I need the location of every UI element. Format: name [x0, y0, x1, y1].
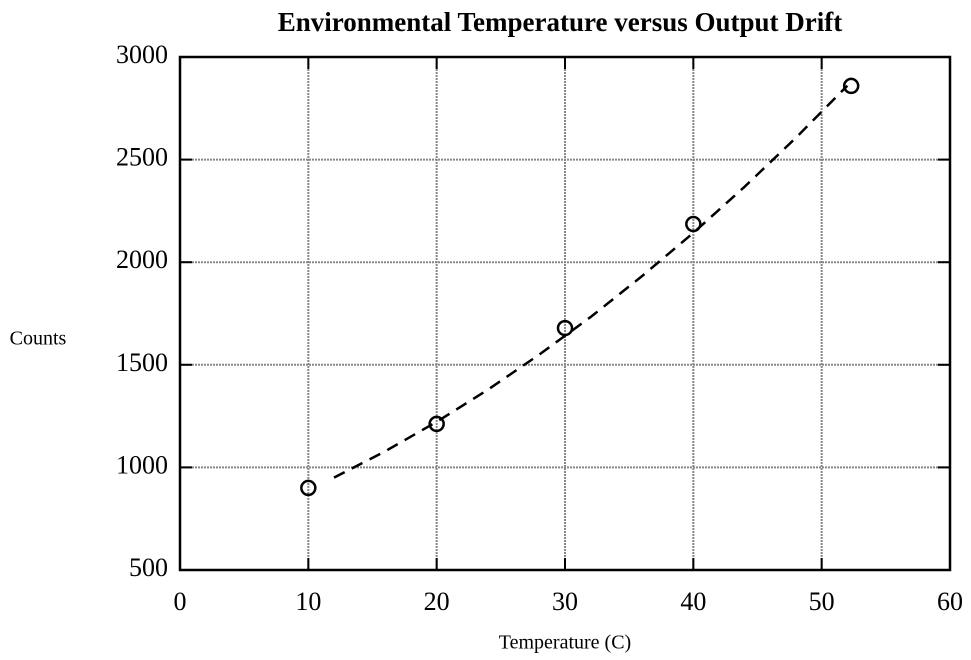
plot-frame	[178, 55, 952, 572]
y-tick-label: 1000	[116, 450, 168, 479]
y-axis-label: Counts	[10, 328, 67, 350]
data-point	[428, 415, 445, 433]
y-tick-label: 2000	[116, 245, 168, 274]
y-tick-label: 1500	[116, 348, 168, 377]
data-point	[842, 77, 860, 95]
x-tick-label: 60	[937, 587, 963, 616]
x-tick-label: 30	[552, 587, 578, 616]
chart-title: Environmental Temperature versus Output …	[278, 7, 843, 37]
data-point	[300, 479, 317, 497]
x-tick-label: 10	[295, 587, 321, 616]
y-tick-label: 2500	[116, 143, 168, 172]
y-tick-label: 500	[129, 553, 168, 582]
fit-line	[333, 84, 849, 479]
x-tick-label: 0	[174, 587, 187, 616]
x-axis-label: Temperature (C)	[499, 632, 631, 654]
x-tick-label: 20	[424, 587, 450, 616]
x-tick-label: 50	[809, 587, 835, 616]
data-point	[685, 215, 702, 233]
x-tick-label: 40	[680, 587, 706, 616]
y-tick-label: 3000	[116, 40, 168, 69]
